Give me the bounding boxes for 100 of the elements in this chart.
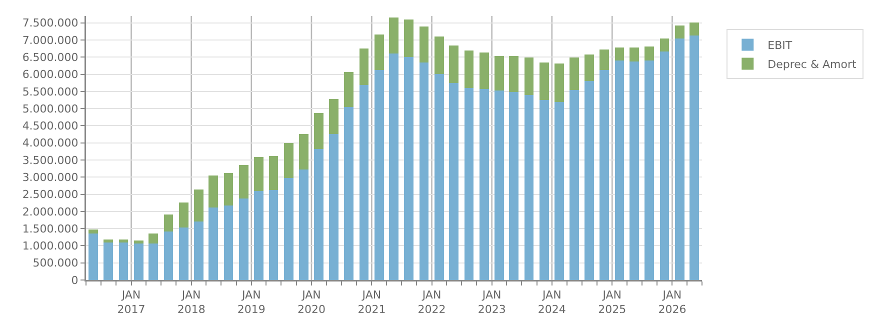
bar xyxy=(238,198,248,280)
bar xyxy=(404,19,414,57)
y-tick-label: 2.000.000 xyxy=(22,205,78,218)
bar xyxy=(509,92,519,280)
x-tick-label: JAN 2020 xyxy=(297,288,326,313)
bar xyxy=(434,36,444,74)
bar xyxy=(404,56,414,280)
bar xyxy=(464,50,474,88)
bar xyxy=(434,74,444,280)
bar xyxy=(419,62,429,280)
bar xyxy=(644,46,654,61)
bar xyxy=(284,143,294,178)
y-tick-label: 2.500.000 xyxy=(22,188,78,202)
x-tick-label: JAN 2025 xyxy=(598,288,626,313)
bar xyxy=(479,52,489,89)
bar xyxy=(674,38,684,280)
y-tick-label: 6.500.000 xyxy=(22,50,78,64)
bar xyxy=(600,50,610,70)
bar xyxy=(238,165,248,198)
bar xyxy=(299,134,308,170)
bar xyxy=(164,231,174,280)
y-tick-label: 5.000.000 xyxy=(22,102,78,116)
bar xyxy=(614,48,624,61)
bar xyxy=(194,189,204,222)
bar xyxy=(539,100,549,280)
bar xyxy=(329,134,338,280)
bar xyxy=(224,205,234,280)
y-tick-label: 7.000.000 xyxy=(22,34,78,47)
bar xyxy=(148,243,158,280)
legend-label: EBIT xyxy=(768,38,792,52)
bar xyxy=(314,149,324,280)
bar xyxy=(584,54,594,81)
bar xyxy=(88,229,98,234)
bar xyxy=(509,56,519,92)
bar xyxy=(539,62,549,100)
bar xyxy=(254,157,264,192)
bar xyxy=(374,34,384,70)
bar xyxy=(134,240,144,244)
bar xyxy=(164,214,174,232)
bar xyxy=(359,48,369,85)
bar xyxy=(208,175,218,208)
bar xyxy=(494,90,504,280)
x-tick-label: JAN 2017 xyxy=(117,288,146,313)
bar xyxy=(524,94,534,280)
bar xyxy=(614,60,624,280)
y-tick-label: 0 xyxy=(71,274,78,287)
bar xyxy=(268,156,278,190)
bar xyxy=(88,233,98,280)
bar xyxy=(329,98,338,134)
y-tick-label: 1.500.000 xyxy=(22,222,78,236)
x-tick-label: JAN 2022 xyxy=(418,288,446,313)
y-tick-label: 6.000.000 xyxy=(22,68,78,82)
y-tick-label: 5.500.000 xyxy=(22,85,78,98)
bar xyxy=(299,169,308,280)
bar xyxy=(630,62,639,280)
bar xyxy=(660,52,670,280)
bar xyxy=(660,38,670,52)
bar xyxy=(569,90,579,280)
bar xyxy=(389,17,398,54)
bar xyxy=(104,240,114,242)
y-tick-label: 4.000.000 xyxy=(22,136,78,150)
bar xyxy=(690,22,699,36)
x-tick-label: JAN 2024 xyxy=(538,288,566,313)
bar xyxy=(268,190,278,280)
x-tick-label: JAN 2019 xyxy=(237,288,266,313)
bar xyxy=(208,207,218,280)
bar xyxy=(254,191,264,280)
x-tick-label: JAN 2018 xyxy=(177,288,206,313)
bar xyxy=(494,56,504,91)
x-tick-label: JAN 2021 xyxy=(358,288,386,313)
x-tick-label: JAN 2026 xyxy=(658,288,686,313)
bar xyxy=(644,60,654,280)
bar xyxy=(314,113,324,150)
bar xyxy=(569,58,579,90)
y-tick-label: 7.500.000 xyxy=(22,16,78,30)
bar xyxy=(224,173,234,206)
legend-label: Deprec & Amort xyxy=(768,58,858,71)
bar xyxy=(389,54,398,280)
bar xyxy=(118,242,128,280)
y-tick-label: 3.500.000 xyxy=(22,154,78,167)
bar xyxy=(284,178,294,280)
bar xyxy=(194,221,204,280)
bar xyxy=(674,26,684,39)
bar xyxy=(178,202,188,228)
bar xyxy=(554,64,564,102)
bar xyxy=(134,243,144,280)
bar xyxy=(464,88,474,280)
bar xyxy=(344,72,354,107)
bar xyxy=(600,70,610,280)
bar xyxy=(118,240,128,242)
bar xyxy=(630,48,639,62)
bar xyxy=(479,88,489,280)
bar xyxy=(374,70,384,280)
bar xyxy=(584,80,594,280)
bar xyxy=(104,242,114,280)
bar xyxy=(148,233,158,244)
y-tick-label: 1.000.000 xyxy=(22,240,78,253)
bar xyxy=(344,106,354,280)
bar xyxy=(359,84,369,280)
y-tick-label: 500.000 xyxy=(32,256,78,270)
